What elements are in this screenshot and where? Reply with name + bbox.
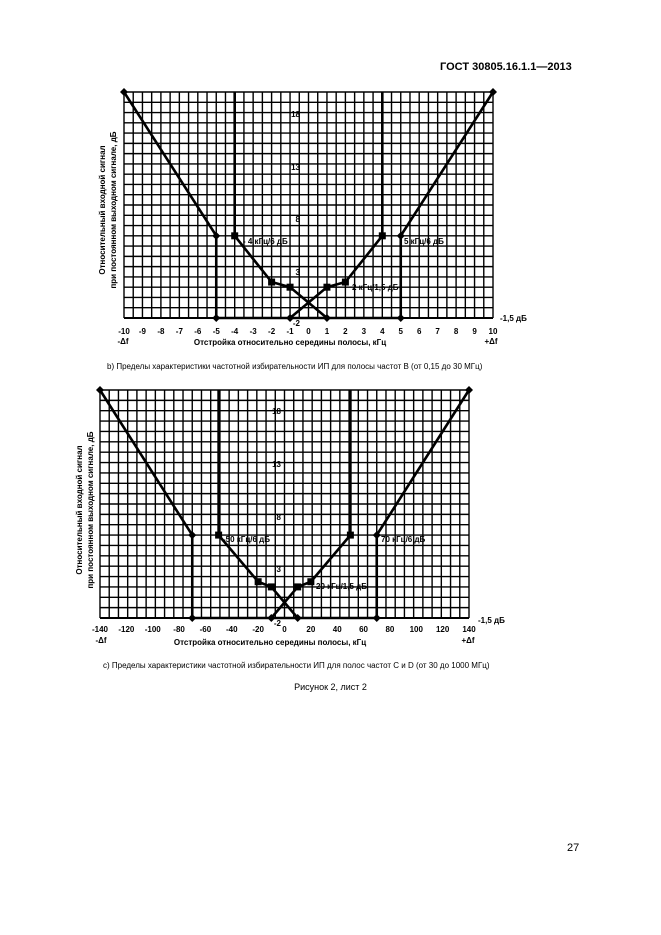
x-tick: 20 (306, 625, 315, 634)
y-tick: -2 (293, 319, 301, 328)
square-marker (215, 531, 223, 539)
x-tick: 3 (362, 327, 367, 336)
square-marker (378, 232, 386, 240)
x-tick: -100 (145, 625, 162, 634)
document-header: ГОСТ 30805.16.1.1—2013 (440, 61, 572, 73)
diamond-marker (212, 231, 221, 240)
square-marker (307, 578, 315, 586)
x-tick: 40 (333, 625, 342, 634)
diamond-marker (120, 88, 128, 96)
x-tick: -40 (226, 625, 238, 634)
x-tick: -4 (231, 327, 239, 336)
caption-b: b) Пределы характеристики частотной изби… (107, 362, 483, 371)
x-tick: 9 (472, 327, 477, 336)
diamond-marker (489, 88, 497, 96)
diamond-marker (396, 314, 405, 322)
annotation: 5 кГц/6 дБ (404, 237, 444, 246)
caption-c: c) Пределы характеристики частотной изби… (103, 661, 490, 670)
x-tick: -10 (118, 327, 130, 336)
x-tick: -3 (250, 327, 258, 336)
page-number: 27 (567, 842, 580, 854)
y-tick: 3 (277, 565, 282, 574)
x-tick: -7 (176, 327, 184, 336)
x-tick: 0 (306, 327, 311, 336)
x-tick: 10 (489, 327, 498, 336)
y-axis-label-line1: Относительный входной сигнал (98, 145, 107, 274)
x-tick: -80 (173, 625, 185, 634)
diamond-marker (188, 614, 197, 622)
square-marker (294, 583, 302, 591)
x-tick: -120 (118, 625, 135, 634)
y-tick: 8 (296, 215, 301, 224)
diamond-marker (267, 614, 276, 622)
annotation: - 4 кГц/6 дБ (243, 237, 288, 246)
x-tick: 2 (343, 327, 348, 336)
annotation: 20 кГц/1,5 дБ (316, 582, 367, 591)
x-tick: 0 (282, 625, 287, 634)
y-tick: 13 (291, 163, 300, 172)
square-marker (286, 283, 294, 291)
x-tick: -60 (200, 625, 212, 634)
square-marker (254, 578, 262, 586)
diamond-marker (96, 386, 104, 394)
reference-label: -1,5 дБ (500, 314, 527, 323)
annotation: 2 кГц/1,5 дБ (352, 283, 399, 292)
annotation: -50 кГц/6 дБ (223, 535, 270, 544)
x-tick: 120 (436, 625, 450, 634)
x-tick: 140 (462, 625, 476, 634)
y-axis-label-line2: при постоянном выходном сигнале, дБ (109, 131, 118, 288)
x-tick: -5 (213, 327, 221, 336)
square-marker (341, 278, 349, 286)
y-axis-label-line1: Относительный входной сигнал (75, 445, 84, 574)
x-tick: 1 (325, 327, 330, 336)
y-tick: 18 (272, 407, 281, 416)
x-tick: 5 (399, 327, 404, 336)
x-tick: -2 (268, 327, 276, 336)
x-left-label: -Δf (117, 337, 128, 346)
diamond-marker (293, 614, 302, 622)
square-marker (267, 583, 275, 591)
square-marker (323, 283, 331, 291)
x-tick: 6 (417, 327, 422, 336)
diamond-marker (465, 386, 473, 394)
x-axis-label: Отстройка относительно середины полосы, … (194, 338, 386, 347)
x-tick: -1 (286, 327, 294, 336)
square-marker (346, 531, 354, 539)
diamond-marker (188, 531, 197, 540)
diamond-marker (286, 314, 295, 322)
x-right-label: +Δf (484, 337, 497, 346)
diamond-marker (212, 314, 221, 322)
x-axis-label: Отстройка относительно середины полосы, … (174, 638, 366, 647)
diamond-marker (372, 531, 381, 540)
x-tick: -140 (92, 625, 109, 634)
y-axis-label-line2: при постоянном выходном сигнале, дБ (86, 431, 95, 588)
diamond-marker (322, 314, 331, 322)
x-tick: 4 (380, 327, 385, 336)
y-tick: 3 (296, 268, 301, 277)
reference-label: -1,5 дБ (478, 616, 505, 625)
x-tick: -20 (252, 625, 264, 634)
annotation: 70 кГц/6 дБ (381, 535, 426, 544)
x-tick: 60 (359, 625, 368, 634)
y-tick: -2 (274, 619, 282, 628)
chart-b: 18 13 8 3 -2 - 4 кГц/6 дБ 5 кГц/6 дБ 2 к… (98, 88, 527, 347)
x-tick: 8 (454, 327, 459, 336)
y-tick: 18 (291, 110, 300, 119)
square-marker (231, 232, 239, 240)
y-tick: 13 (272, 460, 281, 469)
x-tick: -6 (194, 327, 202, 336)
figure-caption: Рисунок 2, лист 2 (294, 682, 367, 692)
x-tick: 100 (410, 625, 424, 634)
x-left-label: -Δf (95, 636, 106, 645)
x-right-label: +Δf (461, 636, 474, 645)
square-marker (268, 278, 276, 286)
x-tick: 7 (435, 327, 440, 336)
x-tick: 80 (385, 625, 394, 634)
diamond-marker (372, 614, 381, 622)
y-tick: 8 (277, 513, 282, 522)
chart-c: 18 13 8 3 -2 -50 кГц/6 дБ 70 кГц/6 дБ 20… (75, 386, 505, 647)
x-tick: -9 (139, 327, 147, 336)
x-tick: -8 (157, 327, 165, 336)
diamond-marker (396, 231, 405, 240)
